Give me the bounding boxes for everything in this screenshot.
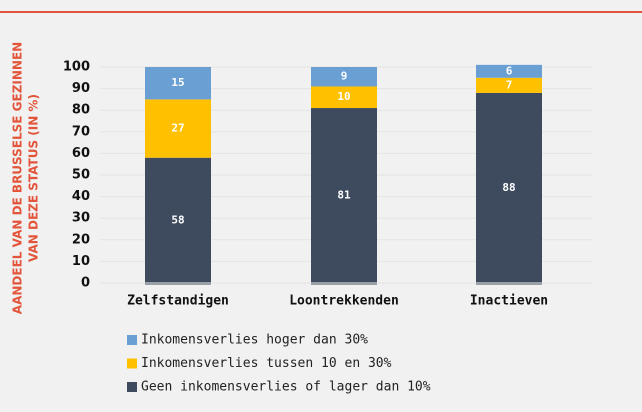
bar-base [311,282,377,285]
value-label: 27 [171,122,184,135]
bar-segment [476,92,542,283]
value-label: 6 [506,64,513,77]
y-tick-label: 60 [72,146,90,161]
x-tick-label: Loontrekkenden [289,294,399,309]
y-label-line: VAN DEZE STATUS (IN %) [27,94,41,262]
legend-label: Inkomensverlies hoger dan 30% [141,333,368,348]
value-label: 9 [341,70,348,83]
bar-segment [311,86,377,109]
bar-segment [145,99,211,158]
bar-segment [145,67,211,100]
y-tick-label: 10 [72,254,90,269]
value-label: 7 [506,78,513,91]
legend-swatch [127,358,137,369]
legend-swatch [127,382,137,392]
y-tick-label: 80 [72,103,90,118]
y-tick-label: 20 [72,232,90,247]
y-tick-label: 90 [72,81,90,96]
bar-segment [476,64,542,78]
y-tick-label: 50 [72,168,90,183]
y-tick-label: 30 [72,211,90,226]
value-label: 81 [337,189,351,202]
bar-segment [311,108,377,283]
value-label: 15 [171,76,184,89]
y-tick-label: 0 [81,276,90,291]
bar-segment [311,67,377,87]
bar-base [476,282,542,285]
legend-label: Inkomensverlies tussen 10 en 30% [141,356,392,371]
value-label: 58 [171,213,184,226]
legend-swatch [127,335,137,345]
y-axis-label: AANDEEL VAN DE BRUSSELSE GEZINNEN VAN DE… [11,42,41,314]
bar-segment [476,77,542,93]
bar-segment [145,157,211,283]
legend-label: Geen inkomensverlies of lager dan 10% [141,380,431,395]
bar-base [145,282,211,285]
y-tick-label: 70 [72,124,90,139]
value-label: 10 [337,90,350,103]
y-label-line: AANDEEL VAN DE BRUSSELSE GEZINNEN [11,42,25,314]
value-label: 88 [502,181,515,194]
x-tick-label: Zelfstandigen [127,294,229,309]
x-tick-label: Inactieven [470,294,548,309]
y-tick-label: 40 [72,189,90,204]
y-tick-label: 100 [63,60,90,75]
